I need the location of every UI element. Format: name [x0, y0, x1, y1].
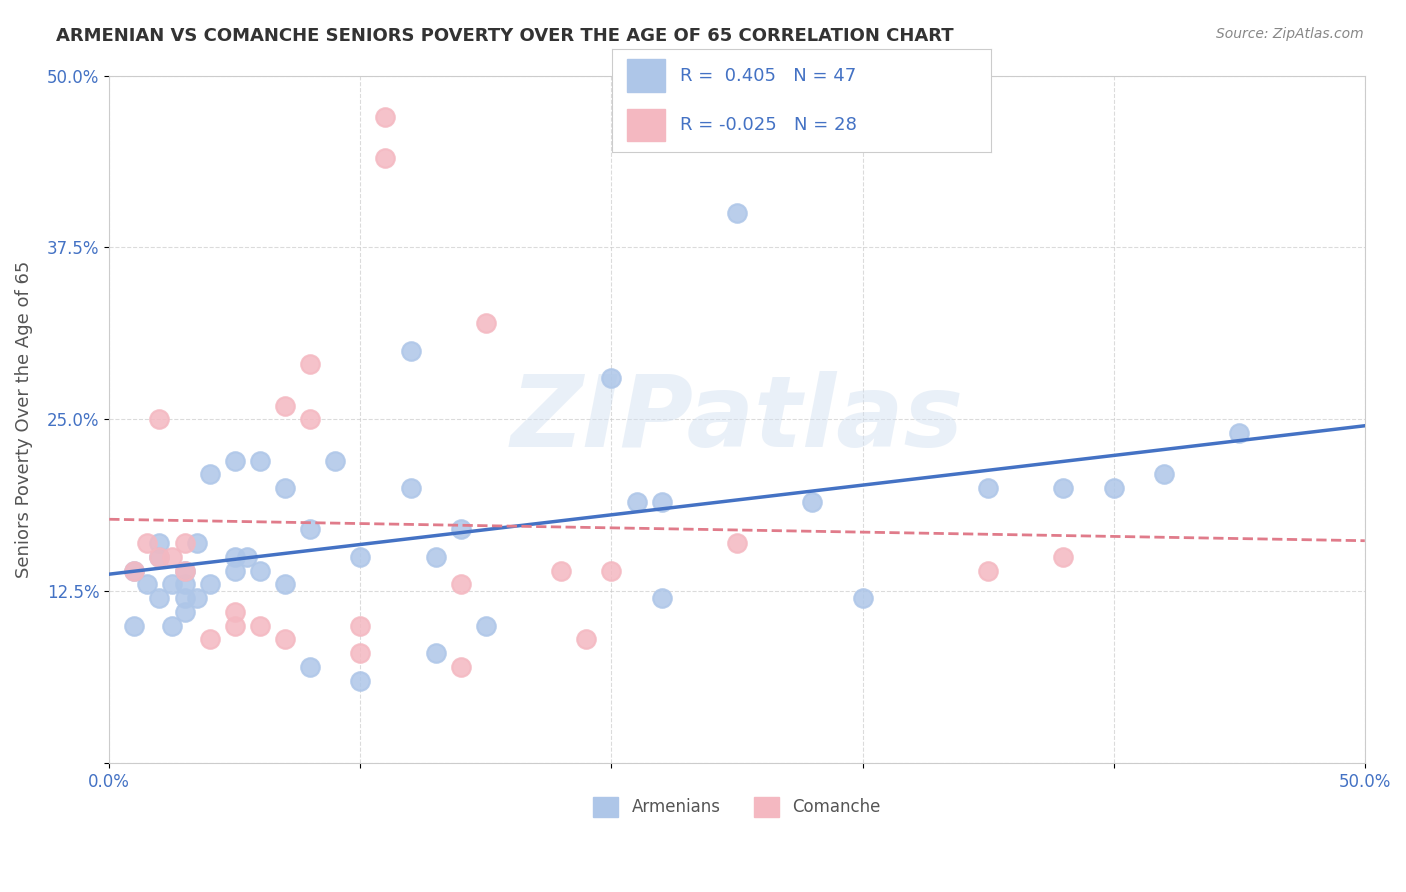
Point [173, 605, 195, 619]
Point [651, 495, 673, 509]
Point [274, 399, 297, 413]
Point [148, 536, 170, 550]
FancyBboxPatch shape [627, 60, 665, 92]
Point [425, 646, 447, 660]
Point [135, 577, 157, 591]
Point [124, 564, 146, 578]
Point [135, 536, 157, 550]
Point [600, 371, 623, 385]
Point [173, 564, 195, 578]
Point [274, 481, 297, 495]
Point [1052, 481, 1074, 495]
Point [1052, 549, 1074, 564]
Text: R = -0.025   N = 28: R = -0.025 N = 28 [681, 116, 856, 134]
Point [475, 618, 498, 632]
Point [173, 536, 195, 550]
Point [349, 646, 371, 660]
Point [274, 632, 297, 647]
Text: ARMENIAN VS COMANCHE SENIORS POVERTY OVER THE AGE OF 65 CORRELATION CHART: ARMENIAN VS COMANCHE SENIORS POVERTY OVE… [56, 27, 953, 45]
Point [148, 549, 170, 564]
Point [475, 316, 498, 330]
Point [224, 605, 246, 619]
Point [801, 495, 824, 509]
Point [186, 591, 208, 606]
Point [173, 564, 195, 578]
Point [1227, 426, 1250, 441]
Point [160, 577, 183, 591]
Point [173, 591, 195, 606]
Point [450, 660, 472, 674]
Point [198, 467, 221, 482]
Point [160, 618, 183, 632]
Point [299, 522, 322, 536]
Point [299, 660, 322, 674]
Point [249, 618, 271, 632]
Point [450, 522, 472, 536]
Text: ZIPatlas: ZIPatlas [510, 371, 963, 467]
FancyBboxPatch shape [627, 109, 665, 141]
Y-axis label: Seniors Poverty Over the Age of 65: Seniors Poverty Over the Age of 65 [15, 260, 32, 578]
Point [349, 673, 371, 688]
Point [299, 357, 322, 371]
Point [852, 591, 875, 606]
Point [249, 453, 271, 467]
Point [374, 151, 396, 165]
Point [124, 618, 146, 632]
Point [349, 549, 371, 564]
Point [160, 549, 183, 564]
Point [323, 453, 346, 467]
Point [148, 412, 170, 426]
Point [224, 549, 246, 564]
Point [725, 536, 748, 550]
Point [224, 618, 246, 632]
Point [148, 591, 170, 606]
Point [550, 564, 572, 578]
Point [725, 206, 748, 220]
Text: R =  0.405   N = 47: R = 0.405 N = 47 [681, 67, 856, 85]
Point [198, 632, 221, 647]
Point [198, 577, 221, 591]
Point [374, 110, 396, 124]
Point [575, 632, 598, 647]
Point [399, 343, 422, 358]
Point [224, 564, 246, 578]
Point [349, 618, 371, 632]
Point [977, 481, 1000, 495]
Point [399, 481, 422, 495]
Point [173, 577, 195, 591]
Point [651, 591, 673, 606]
Legend: Armenians, Comanche: Armenians, Comanche [586, 790, 887, 823]
Point [1153, 467, 1175, 482]
Point [626, 495, 648, 509]
Point [977, 564, 1000, 578]
Point [600, 564, 623, 578]
Point [425, 549, 447, 564]
Point [186, 536, 208, 550]
Point [249, 564, 271, 578]
Point [274, 577, 297, 591]
Point [124, 564, 146, 578]
Text: Source: ZipAtlas.com: Source: ZipAtlas.com [1216, 27, 1364, 41]
Point [236, 549, 259, 564]
Point [224, 453, 246, 467]
Point [450, 577, 472, 591]
Point [148, 549, 170, 564]
Point [1102, 481, 1125, 495]
Point [299, 412, 322, 426]
